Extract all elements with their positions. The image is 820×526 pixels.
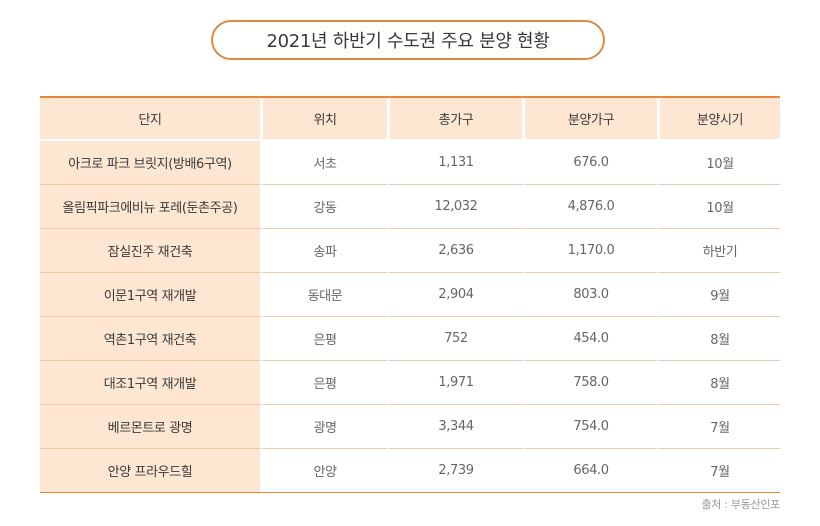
complex-name: 올림픽파크에비뉴 포레(둔촌주공) [40, 185, 260, 229]
source-note: 출처 : 부동산인포 [701, 498, 780, 511]
sale-period-cell: 8월 [657, 361, 780, 405]
column-header-total-units: 총가구 [387, 98, 522, 141]
location-cell: 은평 [260, 317, 387, 361]
table-row: 이문1구역 재개발 동대문 2,904 803.0 9월 [40, 273, 780, 317]
sale-units-cell: 676.0 [522, 141, 657, 185]
location-cell: 광명 [260, 405, 387, 449]
column-header-complex: 단지 [40, 98, 260, 141]
table-row: 아크로 파크 브릿지(방배6구역) 서초 1,131 676.0 10월 [40, 141, 780, 185]
total-units-cell: 1,971 [387, 361, 522, 405]
sale-period-cell: 9월 [657, 273, 780, 317]
sale-units-cell: 1,170.0 [522, 229, 657, 273]
complex-name: 안양 프라우드힐 [40, 449, 260, 492]
complex-name: 이문1구역 재개발 [40, 273, 260, 317]
complex-name: 역촌1구역 재건축 [40, 317, 260, 361]
complex-name: 대조1구역 재개발 [40, 361, 260, 405]
table-row: 올림픽파크에비뉴 포레(둔촌주공) 강동 12,032 4,876.0 10월 [40, 185, 780, 229]
total-units-cell: 1,131 [387, 141, 522, 185]
sale-period-cell: 10월 [657, 141, 780, 185]
sale-units-cell: 758.0 [522, 361, 657, 405]
column-header-sale-period: 분양시기 [657, 98, 780, 141]
complex-name: 잠실진주 재건축 [40, 229, 260, 273]
location-cell: 송파 [260, 229, 387, 273]
total-units-cell: 3,344 [387, 405, 522, 449]
sale-units-cell: 803.0 [522, 273, 657, 317]
sale-period-cell: 7월 [657, 405, 780, 449]
total-units-cell: 2,636 [387, 229, 522, 273]
table-row: 안양 프라우드힐 안양 2,739 664.0 7월 [40, 449, 780, 492]
supply-table: 단지 위치 총가구 분양가구 분양시기 아크로 파크 브릿지(방배6구역) 서초 1… [40, 96, 780, 493]
column-header-location: 위치 [260, 98, 387, 141]
sale-units-cell: 664.0 [522, 449, 657, 492]
total-units-cell: 12,032 [387, 185, 522, 229]
location-cell: 서초 [260, 141, 387, 185]
sale-period-cell: 7월 [657, 449, 780, 492]
complex-name: 베르몬트로 광명 [40, 405, 260, 449]
complex-name: 아크로 파크 브릿지(방배6구역) [40, 141, 260, 185]
sale-period-cell: 8월 [657, 317, 780, 361]
sale-units-cell: 4,876.0 [522, 185, 657, 229]
location-cell: 은평 [260, 361, 387, 405]
total-units-cell: 2,904 [387, 273, 522, 317]
table-row: 베르몬트로 광명 광명 3,344 754.0 7월 [40, 405, 780, 449]
total-units-cell: 752 [387, 317, 522, 361]
table-row: 잠실진주 재건축 송파 2,636 1,170.0 하반기 [40, 229, 780, 273]
sale-period-cell: 하반기 [657, 229, 780, 273]
page-title: 2021년 하반기 수도권 주요 분양 현황 [211, 20, 605, 60]
table-row: 역촌1구역 재건축 은평 752 454.0 8월 [40, 317, 780, 361]
sale-period-cell: 10월 [657, 185, 780, 229]
sale-units-cell: 754.0 [522, 405, 657, 449]
total-units-cell: 2,739 [387, 449, 522, 492]
sale-units-cell: 454.0 [522, 317, 657, 361]
table-header-row: 단지 위치 총가구 분양가구 분양시기 [40, 98, 780, 141]
location-cell: 동대문 [260, 273, 387, 317]
location-cell: 안양 [260, 449, 387, 492]
location-cell: 강동 [260, 185, 387, 229]
table-row: 대조1구역 재개발 은평 1,971 758.0 8월 [40, 361, 780, 405]
column-header-sale-units: 분양가구 [522, 98, 657, 141]
